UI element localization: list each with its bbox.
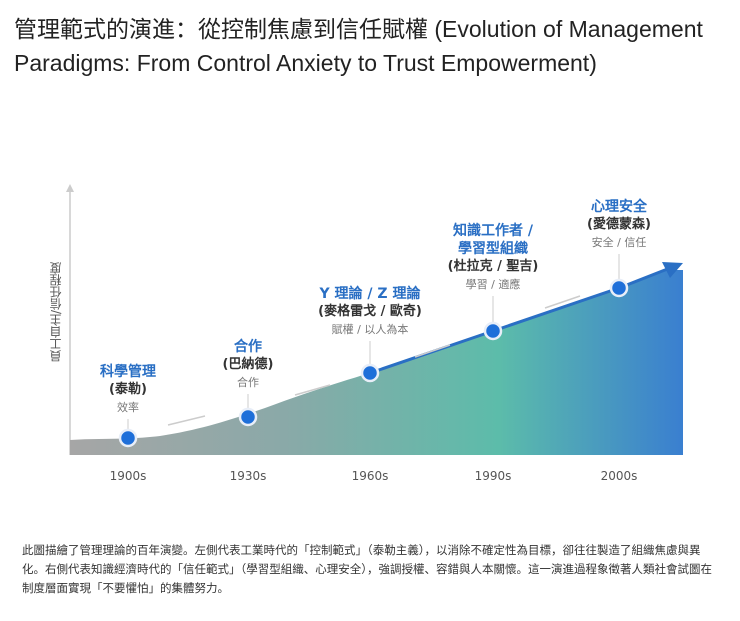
y-axis-arrow-icon: [66, 184, 74, 192]
milestone-keywords: 賦權 / 以人為本: [331, 323, 409, 336]
milestone-name: 科學管理: [100, 364, 156, 380]
milestone-point: [483, 321, 503, 341]
milestone-label: 知識工作者 / 學習型組織 (杜拉克 / 聖吉) 學習 / 適應: [445, 222, 541, 294]
y-axis-label: 員工自主/信任程度: [49, 262, 63, 363]
milestone-name: 合作: [233, 339, 262, 355]
milestone-person: (泰勒): [109, 382, 147, 397]
x-tick-label: 2000s: [600, 469, 638, 483]
milestone-label: 心理安全 (愛德蒙森) 安全 / 信任: [587, 198, 651, 252]
flow-arrow-icon: [544, 295, 581, 309]
flow-arrow-icon: [167, 415, 206, 426]
milestone-person: (愛德蒙森): [587, 217, 651, 232]
milestone-keywords: 安全 / 信任: [591, 236, 647, 249]
milestone-person: (巴納德): [222, 357, 274, 372]
caption: 此圖描繪了管理理論的百年演變。左側代表工業時代的「控制範式」（泰勒主義），以消除…: [22, 543, 712, 595]
x-tick-label: 1960s: [351, 469, 389, 483]
milestone-name: 心理安全: [590, 199, 647, 215]
x-tick-label: 1930s: [229, 469, 267, 483]
milestone-keywords: 學習 / 適應: [465, 278, 521, 291]
milestone-person: (麥格雷戈 / 歐奇): [318, 304, 422, 319]
trend-area: [70, 270, 683, 455]
milestone-point: [238, 407, 258, 427]
evolution-diagram: [66, 184, 683, 455]
flow-arrow-icon: [414, 344, 451, 358]
milestone-keywords: 合作: [236, 376, 259, 389]
x-tick-label: 1990s: [474, 469, 512, 483]
milestone-label: 合作 (巴納德) 合作: [223, 338, 274, 392]
milestone-point: [118, 428, 138, 448]
milestone-name: 知識工作者 / 學習型組織: [453, 223, 533, 257]
milestone-label: Y 理論 / Z 理論 (麥格雷戈 / 歐奇) 賦權 / 以人為本: [318, 285, 422, 339]
x-tick-label: 1900s: [109, 469, 147, 483]
milestone-point: [609, 278, 629, 298]
trend-arrow-icon: [662, 262, 683, 278]
milestone-name: Y 理論 / Z 理論: [319, 286, 421, 302]
milestone-keywords: 效率: [117, 401, 139, 414]
page-title: 管理範式的演進：從控制焦慮到信任賦權 (Evolution of Managem…: [14, 16, 703, 76]
milestone-label: 科學管理 (泰勒) 效率: [100, 363, 156, 417]
milestone-point: [360, 363, 380, 383]
flow-arrow-icon: [294, 384, 331, 396]
milestone-person: (杜拉克 / 聖吉): [447, 259, 539, 274]
